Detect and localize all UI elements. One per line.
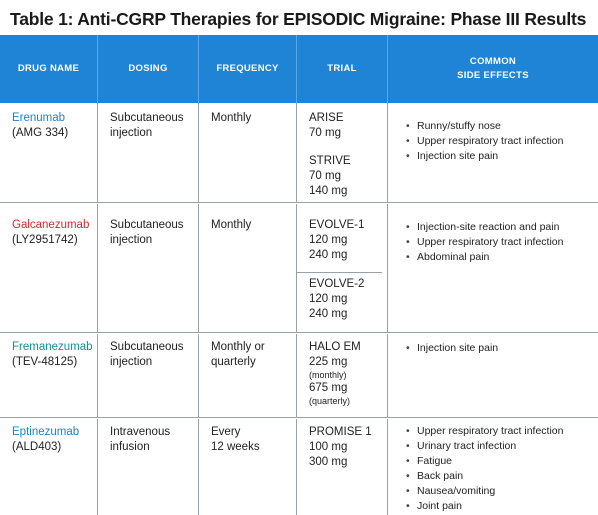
frequency-line: Every bbox=[211, 426, 241, 438]
side-effects-cell: Injection site pain bbox=[388, 334, 598, 417]
trial-cell: HALO EM 225 mg (monthly) 675 mg (quarter… bbox=[297, 334, 388, 417]
drug-code: (TEV-48125) bbox=[12, 356, 78, 368]
drug-name-cell: Eptinezumab (ALD403) bbox=[0, 419, 98, 515]
side-effect-item: Fatigue bbox=[406, 454, 594, 469]
header-side-effects-line1: COMMON bbox=[469, 56, 517, 67]
frequency-cell: Monthly or quarterly bbox=[199, 334, 297, 417]
side-effect-item: Upper respiratory tract infection bbox=[406, 235, 594, 250]
side-effects-list: Upper respiratory tract infection Urinar… bbox=[406, 424, 594, 514]
side-effect-item: Upper respiratory tract infection bbox=[406, 134, 594, 149]
dosing-line: Intravenous bbox=[110, 426, 171, 438]
trial-cell: EVOLVE-1 120 mg 240 mg EVOLVE-2 120 mg 2… bbox=[297, 204, 388, 332]
drug-name-cell: Erenumab (AMG 334) bbox=[0, 103, 98, 202]
side-effects-list: Injection site pain bbox=[406, 341, 594, 356]
side-effect-item: Upper respiratory tract infection bbox=[406, 424, 594, 439]
trial-block: PROMISE 1 100 mg 300 mg bbox=[309, 425, 383, 470]
header-drug-name: DRUG NAME bbox=[0, 35, 98, 103]
side-effect-item: Urinary tract infection bbox=[406, 439, 594, 454]
trial-dose: 240 mg bbox=[309, 249, 348, 261]
drug-name-cell: Fremanezumab (TEV-48125) bbox=[0, 334, 98, 417]
trial-dose: 70 mg bbox=[309, 127, 341, 139]
drug-code: (ALD403) bbox=[12, 441, 62, 453]
dosing-line: Subcutaneous bbox=[110, 219, 184, 231]
trial-block: HALO EM 225 mg (monthly) 675 mg (quarter… bbox=[309, 340, 383, 407]
trial-dose: 240 mg bbox=[309, 308, 348, 320]
side-effect-item: Injection site pain bbox=[406, 341, 594, 356]
drug-code: (LY2951742) bbox=[12, 234, 78, 246]
frequency-line: 12 weeks bbox=[211, 441, 260, 453]
trial-name: EVOLVE-1 bbox=[309, 219, 365, 231]
dosing-line: injection bbox=[110, 234, 153, 246]
trial-dose: 300 mg bbox=[309, 456, 348, 468]
side-effect-item: Runny/stuffy nose bbox=[406, 119, 594, 134]
trial-block: EVOLVE-2 120 mg 240 mg bbox=[309, 277, 383, 322]
header-side-effects: COMMON SIDE EFFECTS bbox=[388, 35, 598, 103]
trial-cell: PROMISE 1 100 mg 300 mg bbox=[297, 419, 388, 515]
table-row: Erenumab (AMG 334) Subcutaneous injectio… bbox=[0, 103, 598, 203]
drug-name: Galcanezumab bbox=[12, 219, 90, 231]
table-title: Table 1: Anti-CGRP Therapies for EPISODI… bbox=[10, 9, 587, 29]
side-effects-cell: Runny/stuffy nose Upper respiratory trac… bbox=[388, 103, 598, 202]
dosing-line: Subcutaneous bbox=[110, 112, 184, 124]
trial-block: STRIVE 70 mg 140 mg bbox=[309, 154, 383, 199]
trial-dose: 120 mg bbox=[309, 293, 348, 305]
trial-block: ARISE 70 mg bbox=[309, 111, 383, 141]
trial-dose: 100 mg bbox=[309, 441, 348, 453]
table-row: Fremanezumab (TEV-48125) Subcutaneous in… bbox=[0, 334, 598, 418]
drug-name: Fremanezumab bbox=[12, 341, 93, 353]
trial-dose: 225 mg bbox=[309, 356, 348, 368]
trial-name: STRIVE bbox=[309, 155, 351, 167]
dosing-line: injection bbox=[110, 127, 153, 139]
frequency-cell: Monthly bbox=[199, 204, 297, 332]
header-trial: TRIAL bbox=[297, 35, 388, 103]
header-side-effects-line2: SIDE EFFECTS bbox=[457, 70, 529, 81]
trial-cell: ARISE 70 mg STRIVE 70 mg 140 mg bbox=[297, 103, 388, 202]
trial-name: ARISE bbox=[309, 112, 344, 124]
trial-dose-note: (monthly) bbox=[309, 370, 347, 380]
drug-code: (AMG 334) bbox=[12, 127, 69, 139]
table-row: Galcanezumab (LY2951742) Subcutaneous in… bbox=[0, 204, 598, 333]
trial-dose: 120 mg bbox=[309, 234, 348, 246]
drug-name: Eptinezumab bbox=[12, 426, 80, 438]
frequency-line: quarterly bbox=[211, 356, 256, 368]
side-effect-item: Injection-site reaction and pain bbox=[406, 220, 594, 235]
trial-divider bbox=[296, 272, 382, 273]
trial-name: EVOLVE-2 bbox=[309, 278, 365, 290]
trial-name: HALO EM bbox=[309, 341, 361, 353]
side-effect-item: Nausea/vomiting bbox=[406, 484, 594, 499]
header-dosing: DOSING bbox=[98, 35, 199, 103]
trial-dose-note: (quarterly) bbox=[309, 396, 351, 406]
dosing-line: infusion bbox=[110, 441, 150, 453]
trial-dose: 140 mg bbox=[309, 185, 348, 197]
side-effect-item: Injection site pain bbox=[406, 149, 594, 164]
frequency-line: Monthly or bbox=[211, 341, 265, 353]
trial-block: EVOLVE-1 120 mg 240 mg bbox=[309, 218, 383, 263]
header-frequency: FREQUENCY bbox=[199, 35, 297, 103]
dosing-cell: Subcutaneous injection bbox=[98, 204, 199, 332]
trial-name: PROMISE 1 bbox=[309, 426, 372, 438]
side-effect-item: Abdominal pain bbox=[406, 250, 594, 265]
side-effects-list: Injection-site reaction and pain Upper r… bbox=[406, 220, 594, 265]
table-row: Eptinezumab (ALD403) Intravenous infusio… bbox=[0, 419, 598, 515]
frequency-cell: Every 12 weeks bbox=[199, 419, 297, 515]
drug-name-cell: Galcanezumab (LY2951742) bbox=[0, 204, 98, 332]
side-effect-item: Back pain bbox=[406, 469, 594, 484]
dosing-cell: Subcutaneous injection bbox=[98, 103, 199, 202]
side-effect-item: Joint pain bbox=[406, 499, 594, 514]
dosing-line: Subcutaneous bbox=[110, 341, 184, 353]
side-effects-cell: Upper respiratory tract infection Urinar… bbox=[388, 419, 598, 515]
dosing-cell: Intravenous infusion bbox=[98, 419, 199, 515]
side-effects-cell: Injection-site reaction and pain Upper r… bbox=[388, 204, 598, 332]
frequency-cell: Monthly bbox=[199, 103, 297, 202]
frequency-line: Monthly bbox=[211, 112, 252, 124]
dosing-cell: Subcutaneous injection bbox=[98, 334, 199, 417]
trial-dose: 675 mg bbox=[309, 382, 348, 394]
drug-name: Erenumab bbox=[12, 112, 66, 124]
frequency-line: Monthly bbox=[211, 219, 252, 231]
dosing-line: injection bbox=[110, 356, 153, 368]
table-header: DRUG NAME DOSING FREQUENCY TRIAL COMMON … bbox=[0, 35, 598, 103]
trial-dose: 70 mg bbox=[309, 170, 341, 182]
side-effects-list: Runny/stuffy nose Upper respiratory trac… bbox=[406, 119, 594, 164]
